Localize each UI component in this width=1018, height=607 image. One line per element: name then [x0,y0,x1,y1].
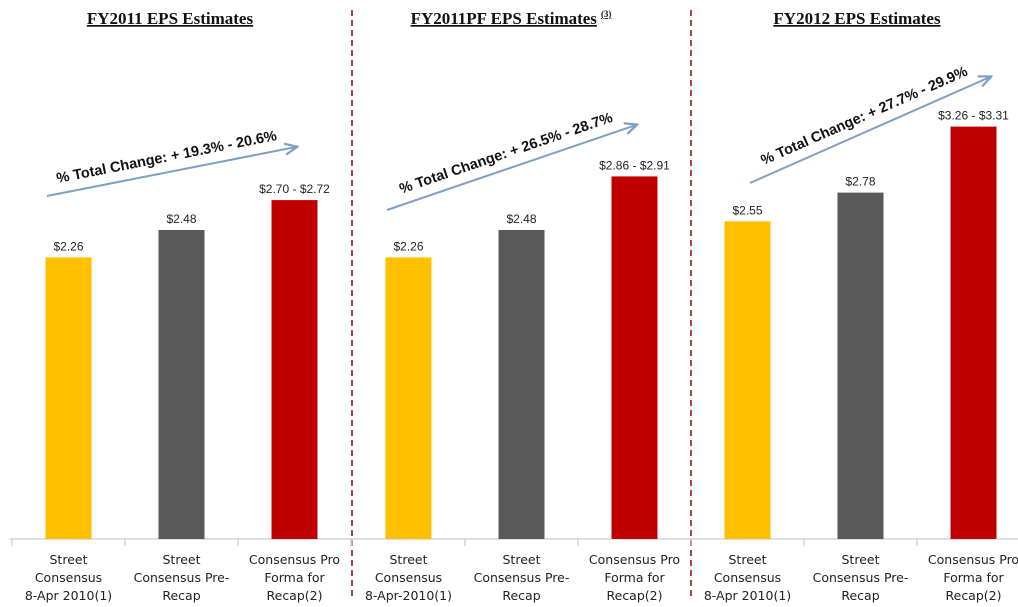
category-label: Street Consensus 8-Apr 2010(1) [25,552,112,603]
bar [385,257,432,539]
total-change-label: % Total Change: + 26.5% - 28.7% [398,110,615,198]
bar [950,126,997,539]
bar [158,229,205,539]
bar-value-label: $2.55 [732,203,762,217]
bar-value-label: $2.48 [166,212,196,226]
category-label: Street Consensus Pre-Recap [474,552,570,603]
bar-value-label: $2.86 - $2.91 [599,158,670,172]
panel-title: FY2011PF EPS Estimates (3) [411,9,612,28]
category-label: Street Consensus Pre-Recap [134,552,230,603]
category-label: Consensus Pro Forma for Recap(2) [928,552,1018,603]
bar [45,257,92,539]
category-label: Street Consensus 8-Apr 2010(1) [704,552,791,603]
bar [724,221,771,539]
bar-value-label: $2.70 - $2.72 [259,182,330,196]
category-label: Street Consensus 8-Apr-2010(1) [365,552,452,603]
category-label: Consensus Pro Forma for Recap(2) [249,552,340,603]
trend-arrow [46,147,296,197]
bar-value-label: $2.26 [53,239,83,253]
trend-arrow [749,77,990,184]
bar [498,229,545,539]
bar-value-label: $3.26 - $3.31 [938,109,1009,123]
bar [611,176,658,539]
bar [271,200,318,539]
trend-arrow [386,125,636,211]
panel-title: FY2011 EPS Estimates [87,9,254,28]
bar-value-label: $2.26 [393,239,423,253]
bar [837,192,884,539]
bar-value-label: $2.78 [845,175,875,189]
category-label: Consensus Pro Forma for Recap(2) [589,552,680,603]
category-label: Street Consensus Pre-Recap [813,552,909,603]
panel-title: FY2012 EPS Estimates [773,9,941,28]
bar-value-label: $2.48 [506,212,536,226]
